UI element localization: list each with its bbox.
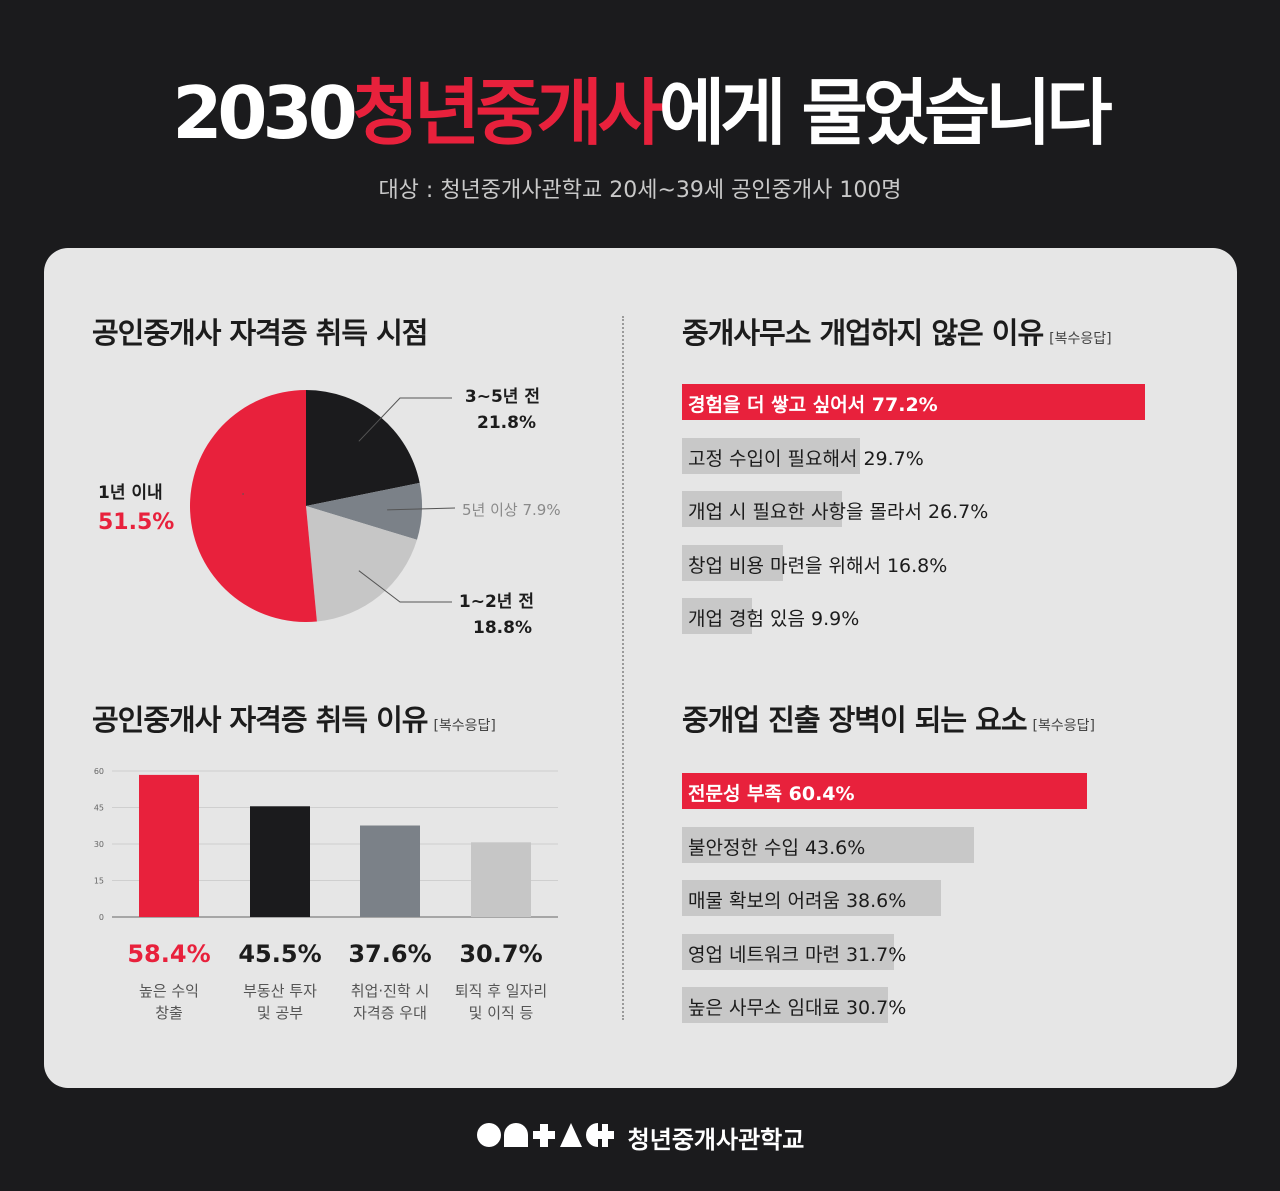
page-subtitle: 대상 : 청년중개사관학교 20세~39세 공인중개사 100명 bbox=[378, 178, 902, 203]
pie-label-1to2-name: 1~2년 전 bbox=[458, 592, 534, 612]
reason-value-label: 58.4% bbox=[127, 940, 211, 968]
pie-section-title: 공인중개사 자격증 취득 시점 bbox=[92, 310, 428, 352]
hbar-fill bbox=[682, 880, 941, 916]
reason-value-label: 37.6% bbox=[348, 940, 432, 968]
reason-category-line1: 높은 수익 bbox=[139, 982, 199, 1000]
barrier-note: [복수응답] bbox=[1032, 718, 1095, 734]
hbar-fill bbox=[682, 544, 783, 581]
hbar-label: 창업 비용 마련을 위해서 16.8% bbox=[688, 554, 948, 577]
pie-label-within1-value: 51.5% bbox=[98, 510, 175, 535]
hbar-fill bbox=[682, 987, 888, 1023]
pie-title-text: 공인중개사 자격증 취득 시점 bbox=[92, 316, 428, 350]
hbar-fill bbox=[682, 933, 895, 970]
reason-category-line1: 퇴직 후 일자리 bbox=[454, 982, 548, 1000]
hbar-label: 불안정한 수입 43.6% bbox=[688, 836, 866, 859]
pie-label-1to2-value: 18.8% bbox=[473, 618, 532, 638]
footer-name: 청년중개사관학교 bbox=[627, 1126, 805, 1154]
hbar-label: 영업 네트워크 마련 31.7% bbox=[688, 943, 907, 966]
hbar-fill bbox=[682, 598, 752, 634]
reason-value-label: 45.5% bbox=[238, 940, 322, 968]
hbar-fill bbox=[682, 384, 1146, 420]
pie-label-3to5-name: 3~5년 전 bbox=[464, 387, 540, 407]
pie-label-3to5-value: 21.8% bbox=[477, 413, 536, 433]
noopen-title-text: 중개사무소 개업하지 않은 이유 bbox=[682, 316, 1044, 350]
hbar-label: 높은 사무소 임대료 30.7% bbox=[688, 997, 907, 1019]
title-prefix: 2030 bbox=[172, 71, 357, 155]
hbar-label: 경험을 더 쌓고 싶어서 77.2% bbox=[688, 394, 938, 416]
barrier-section-title: 중개업 진출 장벽이 되는 요소 [복수응답] bbox=[682, 697, 1095, 739]
hbar-label: 개업 경험 있음 9.9% bbox=[688, 608, 860, 630]
reason-category-line2: 창출 bbox=[155, 1004, 183, 1022]
footer: 청년중개사관학교 bbox=[0, 1120, 1280, 1155]
reason-category-line2: 및 이직 등 bbox=[468, 1004, 534, 1022]
page-title: 2030청년중개사에게 물었습니다 bbox=[0, 68, 1280, 158]
reason-category-line1: 취업·진학 시 bbox=[350, 982, 430, 1000]
reason-category-line2: 자격증 우대 bbox=[353, 1004, 427, 1022]
hbar-fill bbox=[682, 491, 843, 527]
pie-label-within1-name: 1년 이내 bbox=[98, 483, 163, 503]
hbar-label: 매물 확보의 어려움 38.6% bbox=[688, 890, 907, 912]
reasons-section-title: 공인중개사 자격증 취득 이유 [복수응답] bbox=[92, 697, 496, 739]
reasons-title-text: 공인중개사 자격증 취득 이유 bbox=[92, 703, 428, 737]
hbar-fill bbox=[682, 437, 861, 474]
reason-category-line1: 부동산 투자 bbox=[243, 982, 317, 1000]
hbar-label: 전문성 부족 60.4% bbox=[688, 783, 855, 805]
column-divider bbox=[622, 316, 624, 1020]
reason-value-label: 30.7% bbox=[459, 940, 543, 968]
reasons-note: [복수응답] bbox=[433, 718, 496, 734]
hbar-label: 고정 수입이 필요해서 29.7% bbox=[688, 447, 924, 470]
title-suffix: 에게 물었습니다 bbox=[658, 71, 1113, 155]
hbar-fill bbox=[682, 773, 1087, 809]
noopen-section-title: 중개사무소 개업하지 않은 이유 [복수응답] bbox=[682, 310, 1112, 352]
hbar-label: 개업 시 필요한 사항을 몰라서 26.7% bbox=[688, 501, 989, 523]
barrier-title-text: 중개업 진출 장벽이 되는 요소 bbox=[682, 703, 1028, 737]
noopen-note: [복수응답] bbox=[1049, 331, 1112, 347]
ontact-logo-icon bbox=[476, 1122, 614, 1154]
pie-label-over5: 5년 이상 7.9% bbox=[462, 501, 561, 519]
hbar-fill bbox=[682, 826, 975, 863]
reason-category-line2: 및 공부 bbox=[256, 1004, 304, 1022]
title-highlight: 청년중개사 bbox=[352, 71, 664, 155]
